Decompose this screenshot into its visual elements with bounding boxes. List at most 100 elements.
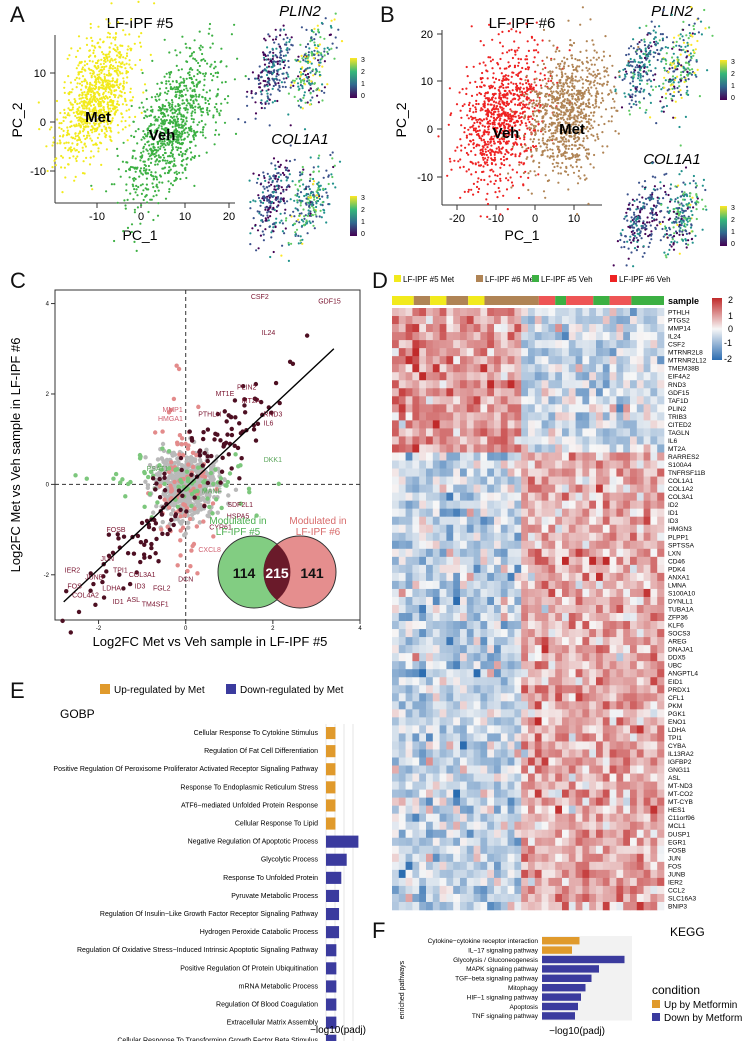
cell-point [561, 161, 564, 165]
cell-point [192, 138, 196, 141]
cell-point [594, 139, 597, 142]
cell-point [175, 138, 178, 141]
cell-point [608, 54, 612, 58]
feature-point [642, 97, 646, 100]
feature-point [297, 99, 300, 102]
cell-point [164, 144, 167, 147]
cell-point [504, 93, 507, 96]
cell-point [483, 84, 486, 87]
feature-point [672, 70, 675, 73]
feature-point [630, 99, 633, 102]
cell-point [203, 75, 206, 78]
feature-point [634, 60, 637, 63]
cell-point [518, 137, 522, 140]
cell-point [88, 110, 91, 113]
panel-letter-b: B [380, 2, 395, 27]
cell-point [181, 154, 184, 157]
feature-point [302, 220, 305, 223]
cell-point [69, 125, 72, 128]
cell-point [497, 108, 500, 111]
feature-point [257, 247, 260, 250]
feature-point [682, 48, 685, 51]
feature-point [312, 206, 315, 209]
cell-point [216, 75, 219, 79]
feature-point [314, 71, 318, 74]
feature-point [697, 17, 700, 20]
feature-point [301, 107, 304, 110]
feature-point [262, 239, 265, 242]
cell-point [556, 87, 559, 90]
cell-point [474, 110, 478, 113]
cell-point [185, 84, 188, 87]
feature-point [650, 20, 653, 23]
feature-point [633, 69, 637, 72]
cell-point [539, 110, 543, 113]
cell-point [547, 71, 550, 74]
cell-point [570, 147, 574, 151]
cell-point [164, 151, 167, 155]
cell-point [75, 67, 78, 70]
cell-point [63, 86, 66, 89]
cell-point [476, 180, 479, 183]
cell-point [146, 201, 149, 204]
cell-point [550, 77, 554, 80]
cell-point [90, 116, 93, 119]
feature-point [306, 43, 310, 46]
cell-point [174, 133, 177, 136]
cell-point [88, 83, 92, 86]
feature-point [633, 58, 636, 62]
feature-point [629, 60, 633, 63]
cell-point [213, 143, 216, 146]
cell-point [500, 85, 503, 88]
cell-point [77, 35, 81, 38]
cell-point [105, 127, 108, 131]
cell-point [580, 120, 583, 123]
cell-point [499, 41, 502, 44]
cell-point [493, 156, 496, 159]
feature-point [634, 66, 637, 69]
cell-point [140, 111, 143, 114]
cell-point [126, 161, 129, 164]
cell-point [546, 138, 550, 141]
cell-point [95, 109, 98, 112]
cell-point [555, 74, 558, 77]
cell-point [117, 74, 120, 77]
cell-point [183, 131, 186, 134]
feature-point [311, 220, 314, 223]
cell-point [446, 174, 449, 177]
cell-point [95, 127, 98, 131]
cell-point [495, 105, 499, 108]
cell-point [106, 101, 109, 104]
cell-point [131, 183, 134, 186]
cell-point [160, 142, 163, 145]
cell-point [132, 120, 135, 123]
cell-point [554, 50, 557, 53]
feature-point [266, 199, 269, 202]
feature-point [262, 51, 265, 54]
cell-point [164, 159, 167, 162]
cell-point [504, 74, 507, 77]
cell-point [535, 77, 538, 80]
feature-point [672, 41, 675, 44]
cell-point [113, 48, 116, 52]
cell-point [533, 118, 537, 122]
panel-b-ytick: 20 [421, 29, 433, 41]
cell-point [590, 133, 593, 136]
cell-point [508, 131, 511, 134]
cell-point [489, 60, 492, 63]
feature-point [310, 29, 314, 33]
cell-point [522, 87, 525, 90]
feature-point [293, 215, 296, 218]
cell-point [209, 72, 213, 76]
cell-point [532, 99, 535, 102]
feature-point [267, 97, 270, 100]
cell-point [490, 109, 493, 112]
cell-point [85, 105, 88, 108]
cell-point [91, 44, 94, 47]
cell-point [171, 87, 175, 90]
cell-point [92, 49, 95, 52]
cell-point [506, 142, 509, 145]
feature-point [647, 55, 650, 58]
cell-point [562, 85, 565, 88]
panel-a-title: LF-IPF #5 [107, 15, 174, 32]
